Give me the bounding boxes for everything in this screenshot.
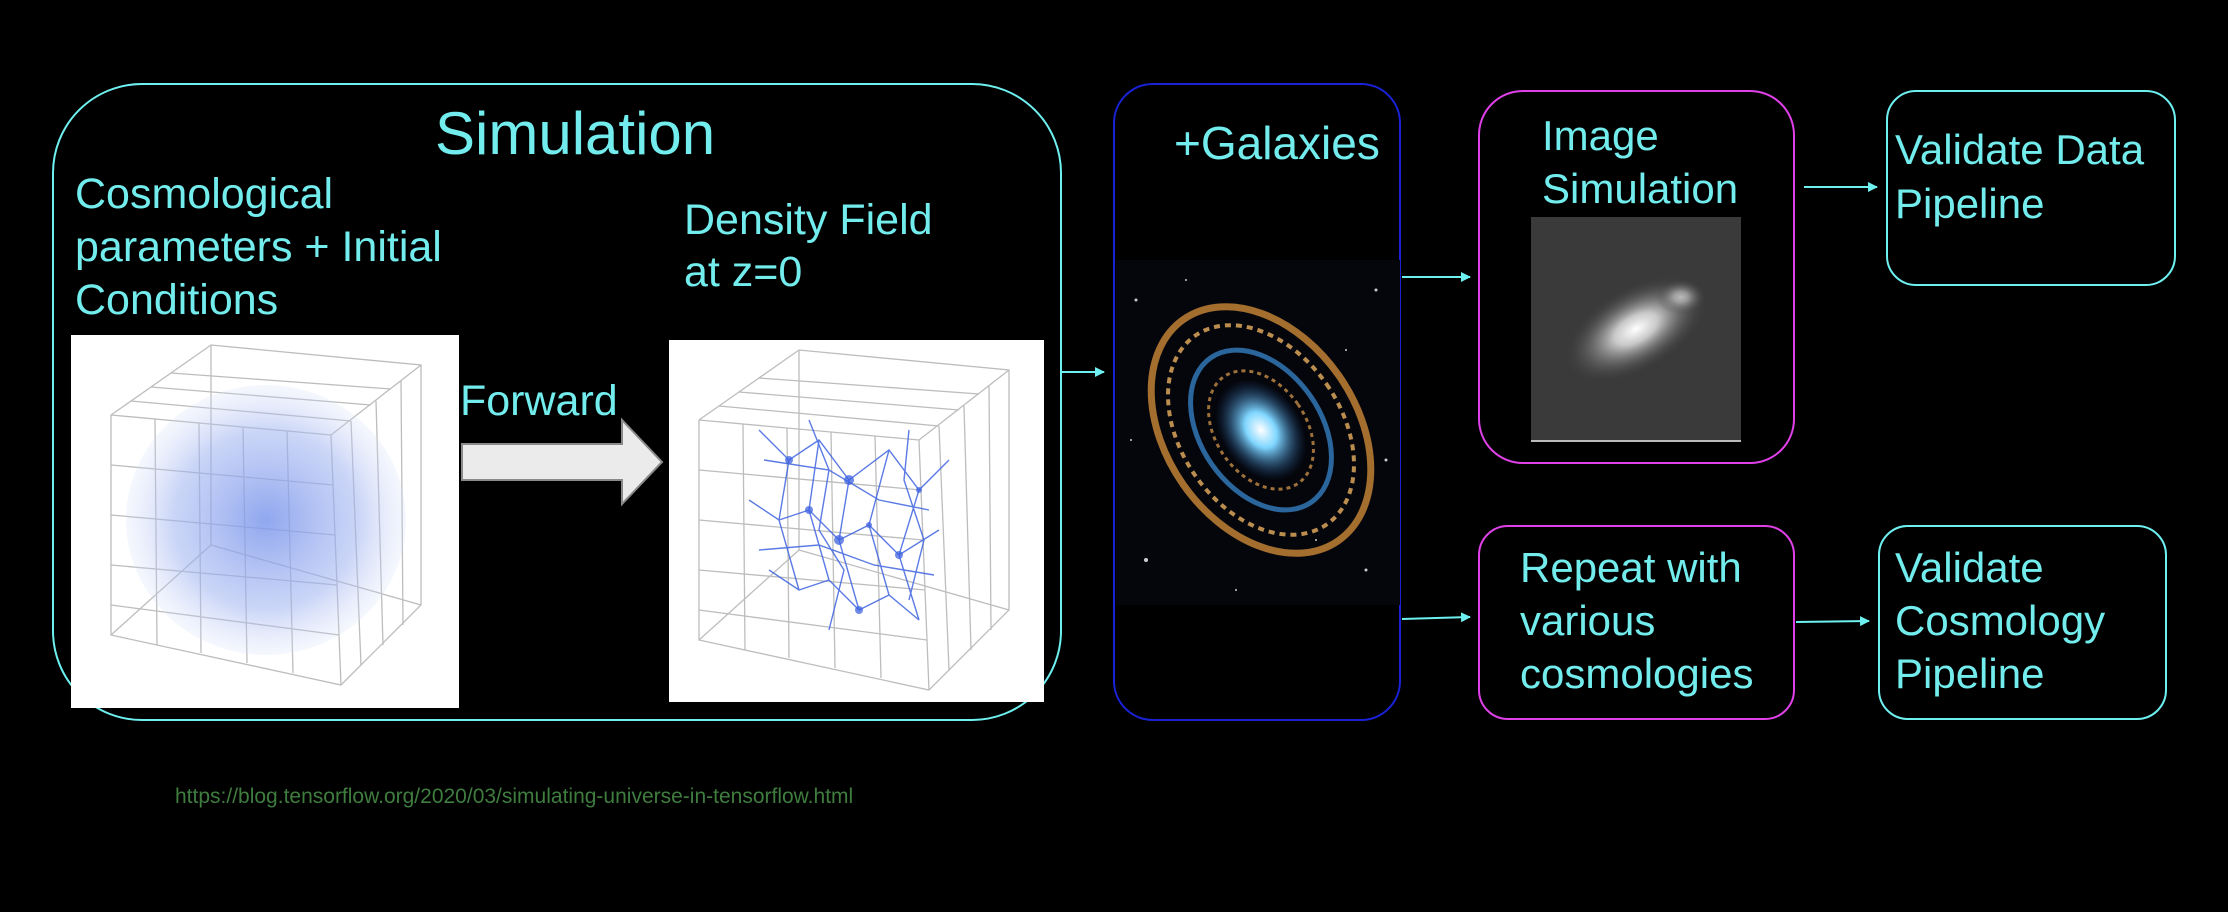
simulation-title: Simulation [435, 100, 716, 167]
initial-conditions-label: Cosmological parameters + Initial Condit… [75, 170, 442, 324]
density-field-label: Density Field at z=0 [684, 196, 933, 296]
validate-cosmology-box [1878, 525, 2167, 720]
galaxies-box [1113, 83, 1401, 721]
simulated-galaxy-image [1531, 217, 1741, 442]
galaxy-image [1116, 260, 1400, 605]
arrow-galaxies-to-repeat [1401, 612, 1471, 623]
image-simulation-label: Image Simulation [1542, 112, 1739, 212]
density-field-image [669, 340, 1044, 702]
validate-data-label: Validate Data Pipeline [1895, 126, 2145, 227]
validate-cosmology-label: Validate Cosmology Pipeline [1895, 544, 2106, 697]
image-simulation-box [1478, 90, 1795, 464]
source-url[interactable]: https://blog.tensorflow.org/2020/03/simu… [175, 785, 854, 808]
forward-label: Forward [460, 377, 618, 425]
repeat-label: Repeat with various cosmologies [1520, 544, 1754, 697]
arrow-repeat-to-validate-cosmology [1795, 616, 1870, 627]
initial-cube-image [71, 335, 459, 708]
simulation-box [52, 83, 1062, 721]
repeat-box [1478, 525, 1795, 720]
galaxies-label: +Galaxies [1174, 117, 1380, 169]
validate-data-box [1886, 90, 2176, 286]
